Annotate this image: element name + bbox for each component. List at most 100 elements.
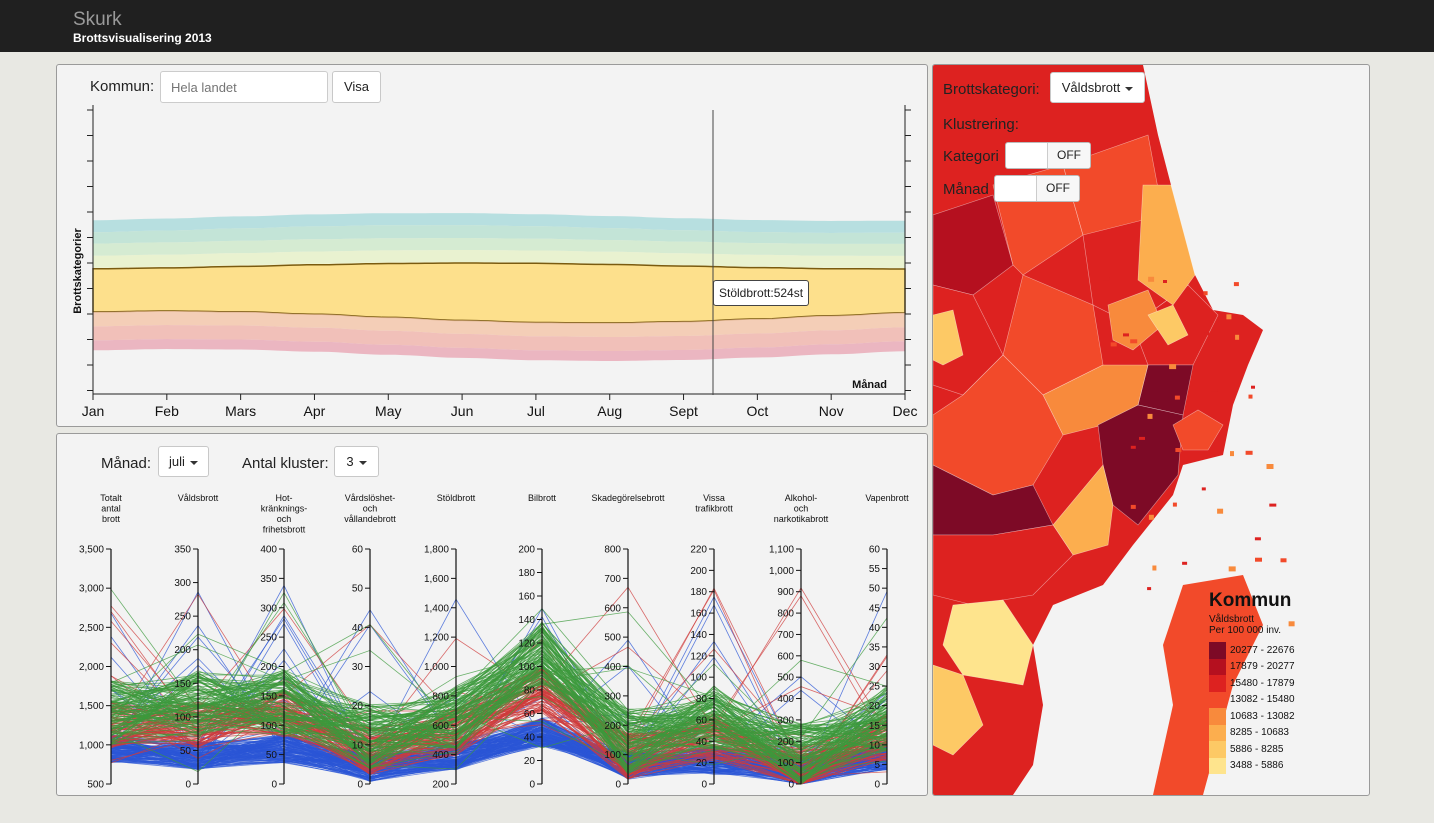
legend-item: 10683 - 13082 [1209,708,1339,725]
legend-item: 5886 - 8285 [1209,741,1339,758]
pc-tick-label: 40 [352,623,364,634]
month-dropdown[interactable]: juli [158,446,209,477]
pc-axis[interactable]: Stöldbrott 1,800 1,600 1,400 1,200 1,000 800 60… [424,493,476,791]
island [1182,561,1188,565]
kommun-region[interactable] [1172,409,1224,451]
island [1139,436,1145,440]
pc-tick-label: 20 [352,701,364,712]
pc-tick-label: 900 [777,587,794,598]
pc-tick-label: 160 [518,592,535,603]
kategori-toggle-state: OFF [1047,143,1090,168]
pc-tick-label: 200 [174,645,191,656]
stream-layer[interactable] [93,238,905,256]
month-tick-label: May [375,403,401,419]
pc-axis[interactable]: Vårdslöshet-och vållandebrott 60 50 40 30 20 10… [344,493,396,791]
kommun-region[interactable] [933,664,984,756]
pc-line [110,591,888,760]
top-navbar: Skurk Brottsvisualisering 2013 [0,0,1434,52]
legend-range: 17879 - 20277 [1230,661,1295,673]
pc-tick-label: 140 [690,630,707,641]
kommun-region[interactable] [933,524,1074,606]
pc-tick-label: 60 [696,715,708,726]
pc-tick-label: 800 [777,609,794,620]
pc-line [110,635,888,766]
legend-range: 13082 - 15480 [1230,694,1295,706]
kategori-toggle[interactable]: OFF [1005,142,1091,169]
pc-axis[interactable]: Våldsbrott 350 300 250 200 150 100 50 0 [174,493,218,791]
pc-line [110,720,888,781]
pc-line [110,696,888,785]
pc-axis[interactable]: Totalt antal brott 3,500 3,000 2,500 2,000 1,50… [79,493,122,791]
pc-tick-label: 100 [260,721,277,732]
pc-line [110,633,888,762]
pc-line [110,638,888,758]
kommun-region[interactable] [933,194,1014,296]
map-legend: Kommun Våldsbrott Per 100 000 inv. 20277… [1209,590,1339,774]
pc-axis-title: Bilbrott [528,493,557,503]
pc-line [110,635,888,751]
month-tick-label: Dec [893,403,918,419]
pc-axis[interactable]: Hot-kränknings-och frihetsbrott 400 350 300 2… [260,493,307,791]
stream-layer[interactable] [93,311,905,337]
pc-tick-label: 30 [352,662,364,673]
manad-toggle[interactable]: OFF [994,175,1080,202]
stream-layer[interactable] [93,325,905,351]
pc-tick-label: 180 [690,587,707,598]
pc-axis[interactable]: Skadegörelsebrott 800 700 600 500 400 300 200 10… [591,493,665,791]
island [1201,487,1206,491]
clustering-label: Klustrering: [943,116,1019,133]
gotland-region[interactable] [1153,575,1263,795]
legend-range: 10683 - 13082 [1230,710,1295,722]
pc-tick-label: 200 [518,545,535,556]
category-dropdown[interactable]: Våldsbrott [1050,72,1145,103]
pc-tick-label: 40 [524,733,536,744]
legend-swatch [1209,658,1226,675]
pc-line [110,608,888,765]
kommun-region[interactable] [1137,184,1196,306]
kommun-region[interactable] [1107,289,1164,351]
island [1269,503,1277,507]
pc-axis-title: Totalt antal brott [100,493,122,524]
pc-tick-label: 600 [432,721,449,732]
legend-range: 8285 - 10683 [1230,727,1289,739]
pc-tick-label: 700 [604,574,621,585]
clusters-dropdown[interactable]: 3 [334,446,379,477]
legend-swatch [1209,757,1226,774]
month-tick-label: Jan [82,403,105,419]
island [1130,504,1136,509]
kommun-region[interactable] [933,309,964,366]
kommun-region[interactable] [942,599,1034,686]
kommun-input[interactable] [160,71,328,103]
pc-tick-label: 0 [701,780,707,791]
island [1235,334,1240,340]
pc-tick-label: 120 [690,651,707,662]
pc-tick-label: 500 [87,780,104,791]
month-label: Månad: [101,455,152,472]
app-subtitle: Brottsvisualisering 2013 [73,31,212,45]
parallel-coords-chart: Totalt antal brott 3,500 3,000 2,500 2,000 1,50… [79,493,909,791]
pc-line [110,630,888,750]
pc-line [110,622,888,764]
month-tick-label: Jun [451,403,474,419]
visa-button[interactable]: Visa [332,71,381,103]
kommun-region[interactable] [1147,304,1189,346]
pc-tick-label: 300 [604,691,621,702]
pc-axis[interactable]: Alkohol-och narkotikabrott 1,100 1,000 900 80… [769,493,829,791]
pc-line [110,656,888,772]
pc-tick-label: 15 [869,721,881,732]
stream-layer[interactable] [93,213,905,233]
month-tick-label: Nov [819,403,844,419]
stream-layer[interactable] [93,339,905,361]
stream-layer[interactable] [93,250,905,268]
manad-toggle-state: OFF [1036,176,1079,201]
pc-axis[interactable]: Vissa trafikbrott220200180160140120100806… [690,493,733,791]
pc-tick-label: 350 [260,574,277,585]
pc-tick-label: 80 [524,686,536,697]
pc-tick-label: 1,800 [424,545,449,556]
pc-axis-title: Hot-kränknings-och frihetsbrott [261,493,308,535]
app-name[interactable]: Skurk [73,9,122,30]
pc-tick-label: 100 [777,758,794,769]
stream-layer[interactable] [93,225,905,244]
